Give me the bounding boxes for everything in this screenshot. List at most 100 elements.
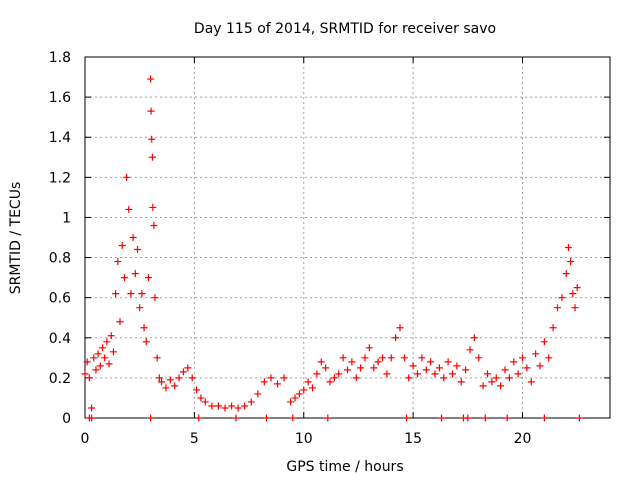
data-point <box>149 203 157 211</box>
chart-title: Day 115 of 2014, SRMTID for receiver sav… <box>194 21 496 37</box>
data-point <box>536 362 544 370</box>
y-tick-label: 0.8 <box>49 251 71 267</box>
data-point <box>545 354 553 362</box>
plot-frame <box>84 56 611 419</box>
y-tick-label: 1.6 <box>49 90 71 106</box>
data-point <box>335 370 343 378</box>
y-axis-label: SRMTID / TECUs <box>8 182 24 295</box>
data-point <box>148 135 156 143</box>
data-point <box>379 354 386 362</box>
data-point <box>322 364 330 372</box>
data-point <box>138 290 146 298</box>
data-point <box>449 370 456 378</box>
data-point <box>134 246 141 254</box>
data-point <box>348 358 356 366</box>
data-point <box>444 358 452 366</box>
data-point <box>184 364 192 372</box>
data-point <box>418 354 426 362</box>
data-point <box>85 374 93 382</box>
data-point <box>470 334 478 342</box>
data-point <box>260 378 268 386</box>
data-point <box>147 75 155 83</box>
data-point <box>83 358 91 366</box>
data-point <box>309 384 316 392</box>
data-point <box>383 370 391 378</box>
data-point <box>540 414 548 422</box>
data-point <box>440 374 448 382</box>
data-point <box>409 362 417 370</box>
data-point <box>118 242 126 250</box>
data-point <box>197 394 205 402</box>
data-point <box>193 386 201 394</box>
data-point <box>510 358 518 366</box>
data-point <box>562 270 570 278</box>
data-point <box>370 364 378 372</box>
data-point <box>324 414 332 422</box>
data-point <box>131 270 139 278</box>
y-tick-label: 0.2 <box>49 371 71 387</box>
data-point <box>549 324 557 332</box>
data-point <box>532 350 540 358</box>
data-point <box>291 394 299 402</box>
data-point <box>344 366 351 374</box>
data-point <box>153 354 161 362</box>
data-point <box>162 384 170 392</box>
data-point <box>147 414 155 422</box>
grid <box>85 57 610 418</box>
data-point <box>374 358 382 366</box>
data-point <box>497 382 505 390</box>
data-point <box>573 284 581 292</box>
data-point <box>228 402 236 410</box>
data-point <box>575 414 583 422</box>
data-point <box>214 402 222 410</box>
y-tick-label: 1.2 <box>49 170 71 186</box>
data-point <box>527 378 535 386</box>
y-tick-label: 1.4 <box>49 130 71 146</box>
data-point <box>127 290 135 298</box>
data-point <box>438 414 446 422</box>
data-point <box>116 318 124 326</box>
data-point <box>92 366 100 374</box>
data-point <box>208 402 216 410</box>
x-tick-label: 15 <box>404 431 422 447</box>
y-tick-label: 0 <box>62 411 71 427</box>
data-point <box>151 294 159 302</box>
data-point <box>435 364 443 372</box>
y-tick-label: 1 <box>62 210 71 226</box>
data-point <box>405 374 413 382</box>
data-point <box>107 332 115 340</box>
data-point <box>125 205 133 213</box>
x-tick-label: 10 <box>295 431 313 447</box>
data-point <box>254 390 262 398</box>
data-point <box>326 378 334 386</box>
data-point <box>99 344 106 352</box>
data-point <box>558 294 566 302</box>
data-point <box>263 414 271 422</box>
data-point <box>339 354 347 362</box>
data-point <box>247 398 255 406</box>
tick-labels: 0 0.2 0.4 0.6 0.8 1 1.2 1.4 1.6 1.8 0 5 10 15 20 <box>49 50 532 447</box>
data-point <box>120 274 128 282</box>
data-point <box>144 274 152 282</box>
data-point <box>304 378 312 386</box>
axes <box>84 56 611 419</box>
x-tick-label: 20 <box>514 431 532 447</box>
data-point <box>195 414 203 422</box>
data-point <box>96 362 104 370</box>
data-point <box>166 376 174 384</box>
data-point <box>274 380 281 388</box>
data-point <box>457 378 465 386</box>
data-point <box>488 378 496 386</box>
data-point <box>105 360 113 368</box>
data-point <box>514 370 522 378</box>
data-point <box>567 258 575 266</box>
data-point <box>175 374 183 382</box>
data-point <box>88 414 96 422</box>
data-point <box>129 234 137 241</box>
y-tick-label: 0.4 <box>49 331 71 347</box>
data-point <box>88 404 96 412</box>
data-point <box>234 404 242 412</box>
data-point <box>352 374 360 382</box>
data-point <box>466 346 474 354</box>
data-point <box>453 362 461 370</box>
